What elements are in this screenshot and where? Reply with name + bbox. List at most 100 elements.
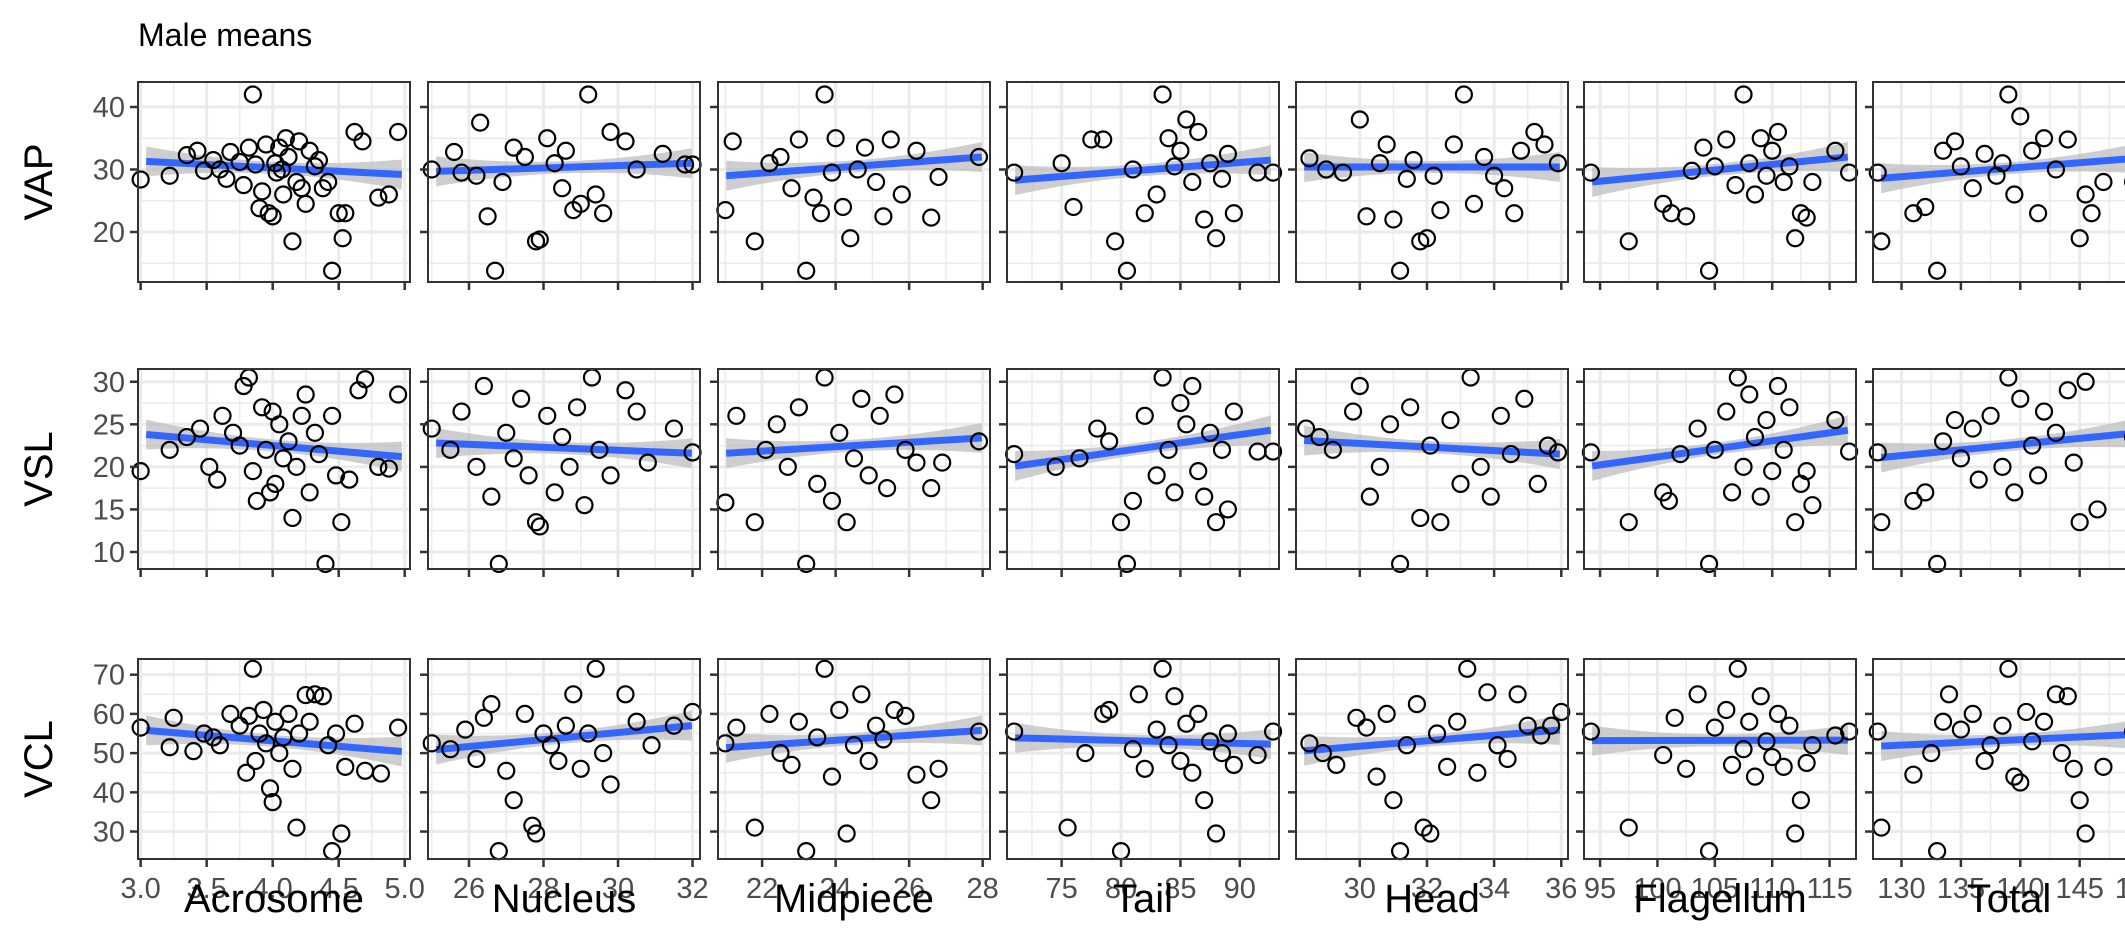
data-point bbox=[2070, 513, 2089, 532]
data-point bbox=[627, 160, 646, 179]
data-point bbox=[1327, 755, 1346, 774]
data-point bbox=[1165, 483, 1184, 502]
data-point bbox=[1100, 432, 1119, 451]
data-point bbox=[877, 479, 897, 498]
panel-border bbox=[1583, 81, 1857, 283]
data-point bbox=[1201, 732, 1220, 751]
data-point bbox=[1963, 419, 1982, 438]
x-tick-label: 26 bbox=[893, 873, 925, 905]
data-point bbox=[1498, 749, 1517, 769]
data-point bbox=[389, 122, 408, 142]
y-tick-label: 30 bbox=[93, 155, 125, 187]
data-point bbox=[256, 440, 276, 459]
data-point bbox=[250, 724, 269, 743]
data-point bbox=[1763, 141, 1782, 160]
data-point bbox=[300, 712, 319, 731]
data-point bbox=[279, 147, 298, 167]
data-point bbox=[2064, 759, 2083, 778]
data-point bbox=[885, 385, 904, 404]
x-tick-label: 80 bbox=[1105, 873, 1137, 905]
data-point bbox=[907, 453, 926, 472]
y-tick-label: 10 bbox=[93, 537, 125, 569]
data-point bbox=[279, 432, 298, 451]
data-point bbox=[246, 751, 265, 771]
y-tick-label: 20 bbox=[93, 217, 125, 249]
data-point bbox=[234, 176, 253, 195]
data-point bbox=[789, 712, 808, 731]
data-point bbox=[789, 130, 808, 149]
panel-border bbox=[1872, 81, 2125, 283]
data-point bbox=[1791, 204, 1811, 223]
data-point bbox=[1224, 204, 1243, 223]
data-point bbox=[808, 474, 827, 493]
data-point bbox=[2005, 483, 2024, 502]
data-point bbox=[1745, 767, 1765, 786]
data-point bbox=[1357, 207, 1376, 226]
data-point bbox=[389, 385, 408, 404]
data-point bbox=[1448, 712, 1467, 731]
data-point bbox=[1495, 179, 1514, 198]
data-point bbox=[283, 508, 302, 528]
data-point bbox=[326, 466, 346, 485]
data-point bbox=[870, 406, 889, 425]
x-tick-label: 3.0 bbox=[120, 873, 160, 905]
data-point bbox=[1117, 261, 1137, 280]
data-point bbox=[2076, 824, 2095, 843]
data-point bbox=[1165, 687, 1184, 706]
data-point bbox=[1135, 759, 1154, 778]
data-point bbox=[1780, 157, 1799, 176]
data-point bbox=[1343, 402, 1363, 421]
data-point bbox=[1840, 442, 1859, 461]
data-point bbox=[1105, 232, 1125, 251]
data-point bbox=[1224, 755, 1243, 774]
data-point bbox=[1717, 402, 1736, 421]
data-point bbox=[822, 491, 842, 511]
data-point bbox=[1094, 130, 1113, 149]
data-point bbox=[837, 513, 856, 532]
data-point bbox=[1682, 161, 1701, 180]
data-point bbox=[131, 462, 150, 481]
data-point bbox=[844, 449, 864, 468]
data-point bbox=[874, 207, 893, 226]
data-point bbox=[1654, 745, 1673, 765]
panel-border bbox=[137, 81, 411, 283]
x-tick-label: 4.5 bbox=[319, 873, 359, 905]
data-point bbox=[441, 740, 460, 759]
data-point bbox=[638, 453, 657, 472]
data-point bbox=[541, 736, 561, 755]
data-point bbox=[526, 824, 546, 843]
data-point bbox=[1542, 716, 1561, 735]
data-point bbox=[1350, 376, 1369, 396]
data-point bbox=[289, 132, 309, 151]
data-point bbox=[296, 194, 315, 213]
data-point bbox=[1525, 122, 1544, 142]
data-point bbox=[1357, 718, 1376, 737]
data-point bbox=[1296, 419, 1316, 438]
data-point bbox=[1993, 716, 2012, 735]
data-point bbox=[627, 402, 646, 421]
data-point bbox=[482, 487, 501, 506]
data-point bbox=[1189, 122, 1208, 142]
data-point bbox=[1218, 144, 1238, 163]
data-point bbox=[664, 419, 684, 438]
data-point bbox=[2034, 129, 2054, 148]
panel-border bbox=[717, 81, 991, 283]
data-point bbox=[815, 85, 834, 104]
panel-vsl-flagellum bbox=[1576, 368, 1859, 577]
data-point bbox=[1740, 154, 1759, 173]
data-point bbox=[2058, 130, 2077, 149]
panel-vap-tail bbox=[999, 81, 1283, 290]
data-point bbox=[1212, 169, 1232, 188]
data-point bbox=[1786, 513, 1805, 532]
data-point bbox=[1797, 462, 1816, 481]
data-point bbox=[969, 722, 989, 741]
data-point bbox=[538, 406, 557, 425]
data-point bbox=[332, 824, 351, 843]
data-point bbox=[270, 138, 289, 157]
data-point bbox=[322, 261, 342, 280]
data-point bbox=[266, 712, 285, 731]
data-point bbox=[1263, 722, 1283, 741]
data-point bbox=[1803, 736, 1822, 755]
data-point bbox=[2052, 744, 2071, 763]
data-point bbox=[160, 738, 179, 757]
